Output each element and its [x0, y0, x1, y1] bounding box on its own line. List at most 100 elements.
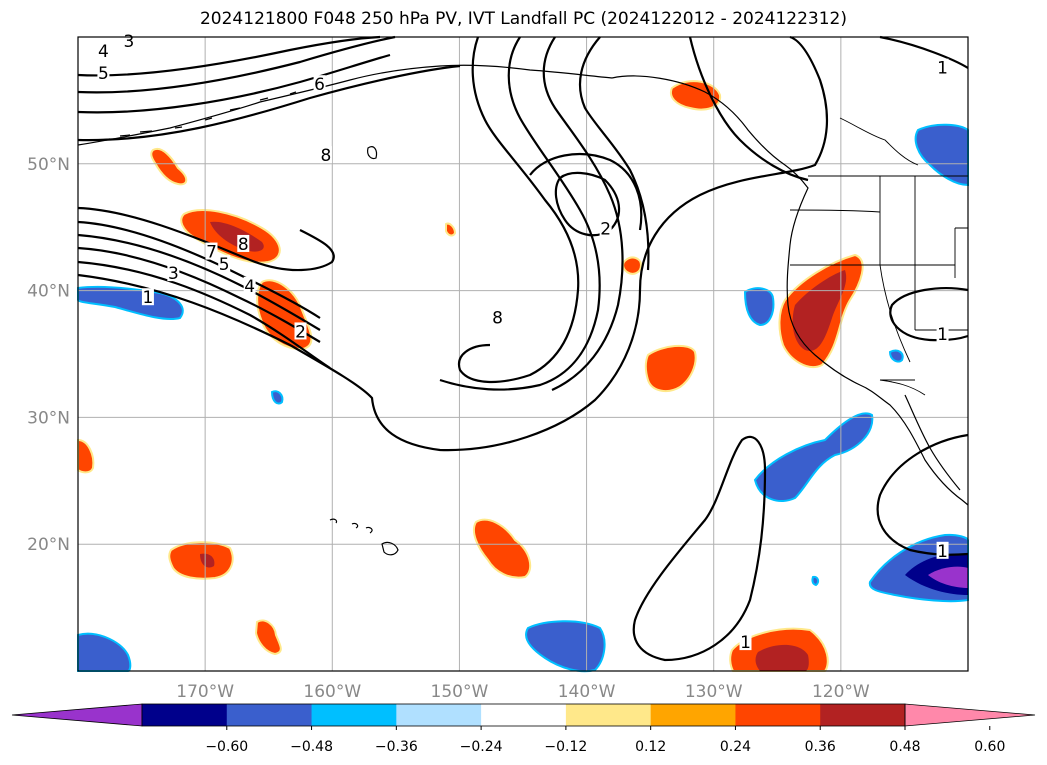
contour-label-bg [243, 276, 256, 294]
colorbar-segment [820, 704, 906, 726]
longitude-labels: 170°W 160°W 150°W 140°W 130°W 120°W [176, 682, 870, 702]
lon-tick-label: 120°W [812, 682, 870, 702]
island-small [367, 146, 378, 160]
pv-contour [529, 153, 643, 231]
contour-label-bg [205, 242, 218, 260]
colorbar-segment [396, 704, 482, 726]
contour-label-bg [936, 324, 949, 342]
contour-label: 4 [98, 42, 109, 62]
positive-anomaly-region [472, 518, 532, 579]
positive-anomaly-region [445, 222, 457, 237]
contour-label-bg [97, 63, 110, 81]
colorbar-extend-max [904, 703, 1036, 727]
contour-label-bg [319, 146, 332, 164]
positive-anomaly-region [168, 541, 234, 580]
contour-label: 4 [244, 277, 255, 297]
pv-contour [77, 35, 828, 452]
pv-contour [688, 36, 809, 182]
contour-label-bg [936, 541, 949, 559]
latitude-labels: 50°N 40°N 30°N 20°N [27, 155, 70, 555]
pv-contour [632, 435, 767, 662]
contour-label-bg [294, 322, 307, 340]
colorbar-segment [142, 704, 228, 726]
contour-label-bg [97, 42, 110, 60]
colorbar-extend-min [11, 703, 143, 727]
negative-anomaly-region [77, 285, 184, 321]
positive-anomaly-region [150, 147, 188, 186]
pv-contour [439, 36, 601, 391]
positive-anomaly-core [210, 221, 264, 252]
contour-label-bg [936, 58, 949, 76]
lon-tick-label: 140°W [558, 682, 616, 702]
positive-anomaly-core [755, 644, 809, 671]
pv-contour [889, 287, 969, 342]
lon-tick-label: 130°W [685, 682, 743, 702]
contour-label-bg [313, 75, 326, 93]
coastlines [77, 64, 969, 556]
contour-label-bg [167, 264, 180, 282]
colorbar-tick-label: 0.24 [720, 739, 751, 755]
contour-label-bg [237, 234, 250, 252]
pv-contour [77, 35, 381, 77]
contour-label: 1 [143, 288, 154, 308]
colorbar-tick-label: −0.12 [544, 739, 587, 755]
pv-contour [77, 246, 321, 343]
lat-tick-label: 30°N [27, 408, 70, 428]
contour-label: 7 [206, 243, 217, 263]
alaska-coast [77, 64, 613, 146]
colorbar-tick-label: −0.24 [460, 739, 503, 755]
contour-label-bg [739, 633, 752, 651]
colorbar-tick-label: −0.60 [205, 739, 248, 755]
negative-anomaly-region [753, 412, 874, 502]
pv-contour [77, 206, 335, 272]
positive-anomaly-region [622, 256, 643, 275]
north-america-coast [611, 75, 969, 506]
contour-label: 8 [492, 308, 503, 328]
contour-label: 8 [238, 235, 249, 255]
contour-label: 3 [123, 32, 134, 52]
colorbar-segment [481, 704, 567, 726]
colorbar-segment [650, 704, 736, 726]
colorbar-outline [141, 703, 906, 727]
negative-anomaly-region [888, 349, 904, 363]
contour-label: 1 [937, 325, 948, 345]
contour-label-bg [599, 219, 612, 237]
pv-contour [542, 36, 624, 392]
positive-anomaly-region [670, 80, 722, 111]
contour-label: 6 [314, 75, 325, 95]
colorbar-tick-label: 0.12 [635, 739, 666, 755]
colorbar-tick-label: −0.36 [375, 739, 418, 755]
gridlines [78, 37, 968, 671]
contour-label-bg [218, 255, 231, 273]
positive-anomaly-region [77, 438, 95, 474]
pv-contour [77, 260, 331, 369]
colorbar-tick-label: 0.60 [974, 739, 1005, 755]
baja-coast [904, 394, 961, 491]
lat-tick-label: 40°N [27, 282, 70, 302]
lat-tick-label: 20°N [27, 535, 70, 555]
colorbar-tick-label: 0.48 [889, 739, 920, 755]
pv-contour [879, 35, 969, 69]
contour-label: 1 [740, 633, 751, 653]
lon-tick-label: 170°W [176, 682, 234, 702]
positive-anomaly-core [200, 553, 215, 568]
colorbar-tick-label: −0.48 [290, 739, 333, 755]
contour-label-bg [491, 308, 504, 326]
colorbar-segment [311, 704, 397, 726]
positive-anomaly-region [644, 344, 697, 393]
map-frame [77, 36, 969, 672]
negative-anomaly-region [811, 575, 820, 587]
contour-label-bg [141, 288, 154, 306]
pv-contour [77, 53, 391, 114]
contour-label: 5 [98, 64, 109, 84]
pv-contour [578, 36, 650, 271]
colorbar-segment [735, 704, 821, 726]
contour-label: 3 [168, 264, 179, 284]
negative-anomaly-region [77, 632, 132, 672]
contour-label-bg [122, 32, 135, 50]
contour-label: 1 [937, 59, 948, 79]
lat-tick-label: 50°N [27, 155, 70, 175]
negative-anomaly-extreme [928, 566, 968, 588]
